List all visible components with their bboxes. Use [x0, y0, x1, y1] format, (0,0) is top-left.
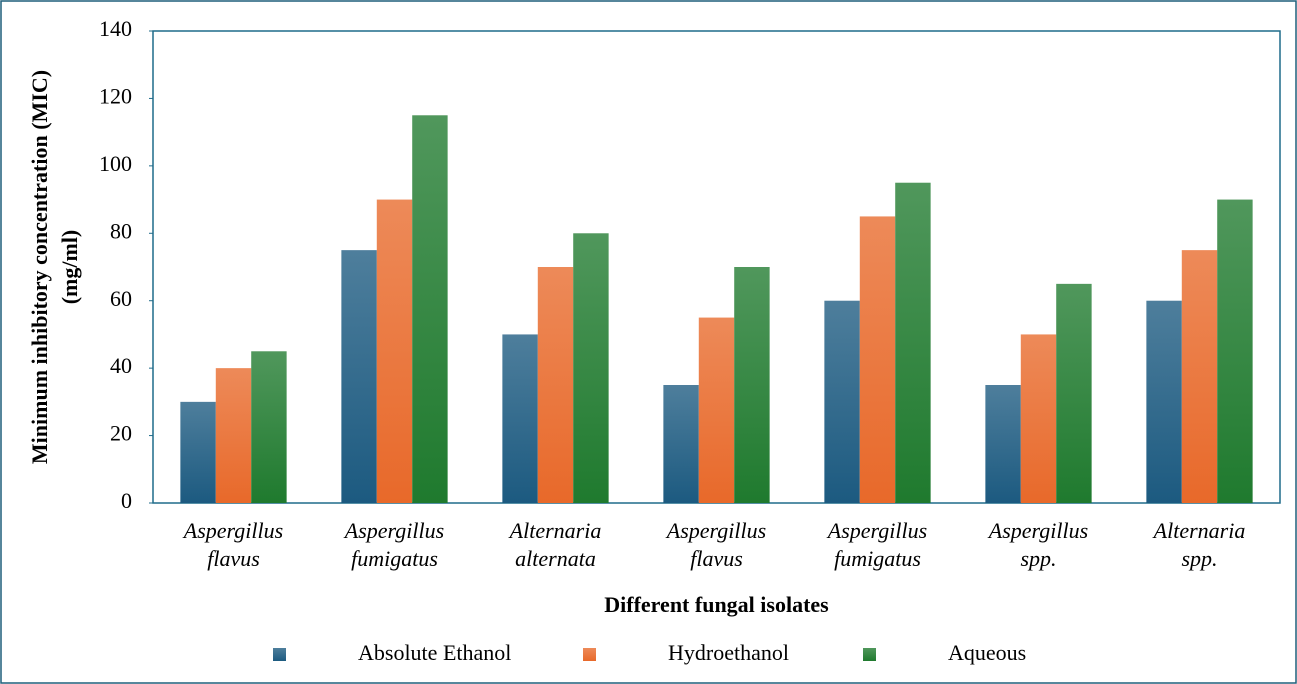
x-tick-label-line: flavus [690, 546, 743, 571]
x-tick-label-line: fumigatus [351, 546, 438, 571]
y-tick-label: 60 [110, 286, 132, 311]
x-tick-label-line: Alternaria [508, 518, 602, 543]
legend-swatch [863, 648, 876, 661]
x-tick-label: Aspergillus fumigatus [826, 518, 927, 571]
bar [1217, 199, 1253, 504]
y-axis-label-line: Minimum inhibitory concentration (MIC) [27, 70, 52, 464]
bar [734, 267, 770, 503]
bar [180, 401, 216, 503]
y-tick-label: 0 [121, 488, 132, 513]
x-tick-label-line: Aspergillus [987, 518, 1088, 543]
x-tick-label: Alternaria alternata [508, 518, 602, 571]
bar [215, 368, 252, 503]
bar [1146, 300, 1182, 503]
y-tick-label: 40 [110, 353, 132, 378]
x-tick-label-line: Aspergillus [665, 518, 766, 543]
y-tick-label: 120 [99, 83, 132, 108]
x-tick-label-line: spp. [1181, 546, 1217, 571]
x-tick-label-line: Aspergillus [343, 518, 444, 543]
x-tick-label: Aspergillus fumigatus [343, 518, 444, 571]
bar [1056, 283, 1092, 503]
x-tick-label-line: alternata [515, 546, 596, 571]
legend-swatch [273, 648, 286, 661]
x-tick-label-line: spp. [1020, 546, 1056, 571]
y-tick-label: 80 [110, 218, 132, 243]
bar [895, 182, 931, 503]
bar [824, 300, 860, 503]
bar [859, 216, 896, 503]
x-tick-label-line: flavus [207, 546, 260, 571]
legend-label: Aqueous [948, 640, 1026, 665]
y-tick-label: 100 [99, 151, 132, 176]
legend-label: Hydroethanol [668, 640, 789, 665]
bar [698, 317, 735, 503]
y-tick-label: 140 [99, 16, 132, 41]
legend-label: Absolute Ethanol [358, 640, 511, 665]
x-axis-label: Different fungal isolates [604, 592, 829, 617]
bar [573, 233, 609, 504]
x-tick-label-line: fumigatus [834, 546, 921, 571]
bar [663, 385, 699, 503]
x-tick-label: Aspergillus flavus [182, 518, 283, 571]
x-tick-label-line: Aspergillus [826, 518, 927, 543]
bar [985, 385, 1021, 503]
x-tick-label-line: Aspergillus [182, 518, 283, 543]
bar [341, 250, 377, 503]
bar [376, 199, 413, 504]
bar [251, 351, 287, 503]
x-tick-label: Aspergillus flavus [665, 518, 766, 571]
y-axis-label-line: (mg/ml) [57, 230, 82, 305]
x-tick-label-line: Alternaria [1152, 518, 1246, 543]
x-tick-label: Aspergillus spp. [987, 518, 1088, 571]
x-tick-label: Alternaria spp. [1152, 518, 1246, 571]
bar [502, 334, 538, 503]
y-axis-label: Minimum inhibitory concentration (MIC) (m… [27, 70, 82, 464]
bar [537, 267, 574, 503]
legend-swatch [583, 648, 596, 661]
bar [1020, 334, 1057, 503]
bar [1181, 250, 1218, 503]
y-tick-label: 20 [110, 421, 132, 446]
bar [412, 115, 448, 504]
